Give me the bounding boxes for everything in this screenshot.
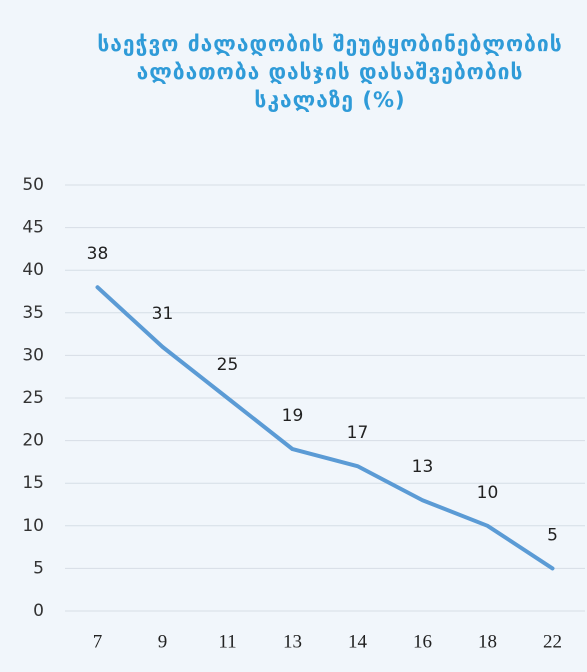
data-label: 13 (412, 457, 434, 477)
data-label: 31 (152, 304, 174, 324)
data-label: 5 (547, 525, 558, 545)
x-tick-label: 22 (543, 631, 562, 652)
x-tick-label: 18 (478, 631, 497, 652)
y-tick-label: 40 (22, 260, 44, 280)
data-label: 10 (477, 483, 499, 503)
x-tick-label: 16 (413, 631, 432, 652)
y-tick-label: 0 (33, 601, 44, 621)
y-tick-label: 10 (22, 516, 44, 536)
x-tick-label: 13 (283, 631, 302, 652)
data-line (95, 285, 555, 571)
y-tick-label: 5 (33, 558, 44, 578)
y-tick-label: 35 (22, 303, 44, 323)
data-label: 25 (217, 355, 239, 375)
y-tick-label: 20 (22, 431, 44, 451)
data-label: 38 (87, 244, 109, 264)
x-tick-label: 9 (158, 631, 168, 652)
y-tick-label: 45 (22, 218, 44, 238)
x-tick-label: 7 (93, 631, 103, 652)
y-tick-label: 30 (22, 345, 44, 365)
x-tick-label: 14 (348, 631, 368, 652)
chart-title: საეჭვო ძალადობის შეუტყობინებლობის ალბათო… (97, 32, 563, 112)
y-tick-label: 15 (22, 473, 44, 493)
y-tick-label: 25 (22, 388, 44, 408)
data-label: 19 (282, 406, 304, 426)
x-tick-label: 11 (218, 631, 236, 652)
y-tick-label: 50 (22, 175, 44, 195)
data-label: 17 (347, 423, 369, 443)
